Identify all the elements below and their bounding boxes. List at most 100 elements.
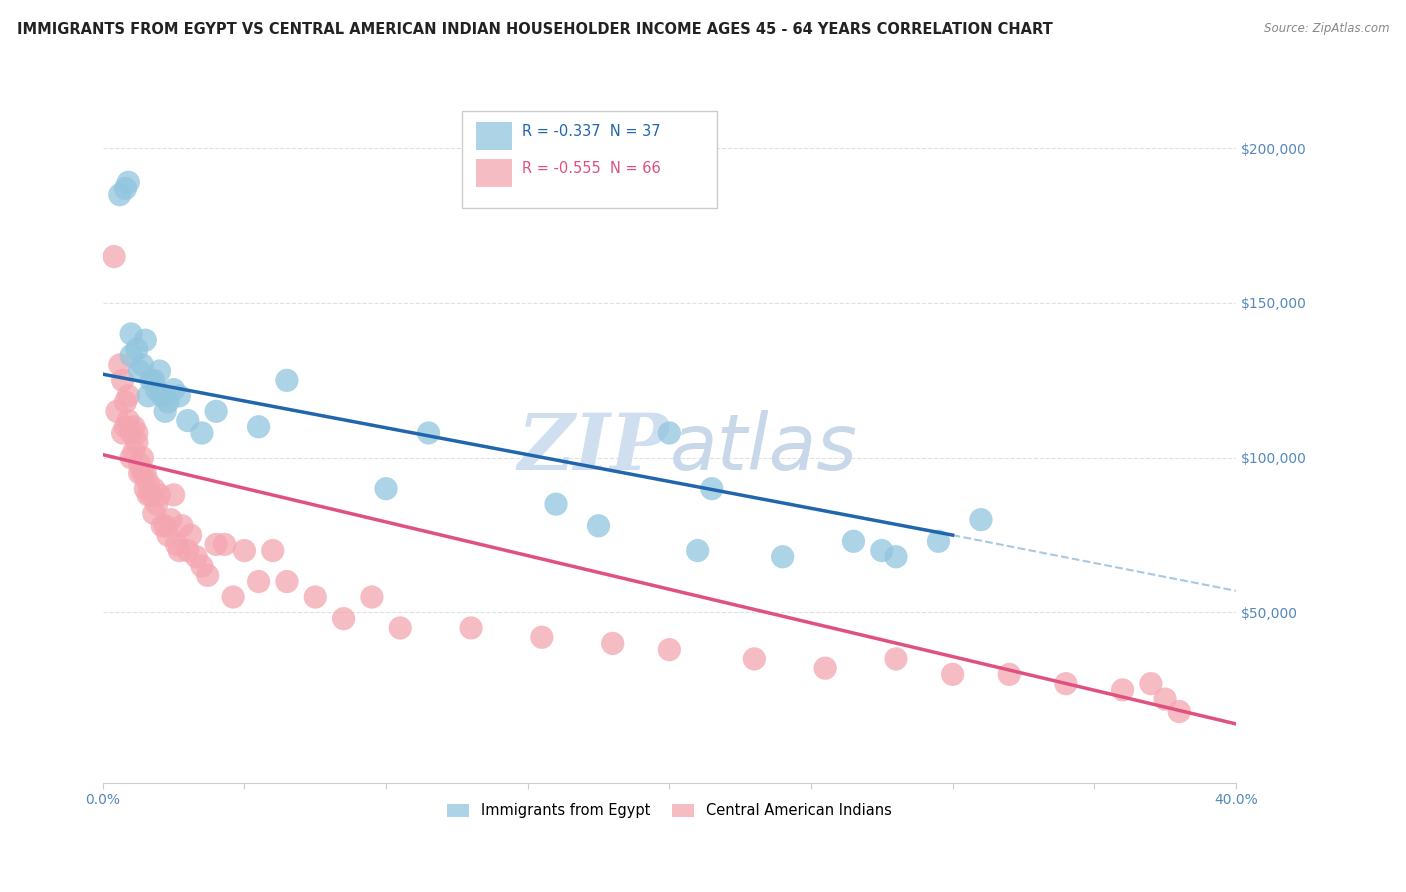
Point — [142, 482, 165, 496]
Point — [842, 534, 865, 549]
Point — [125, 343, 148, 357]
Point — [544, 497, 567, 511]
Text: ZIP: ZIP — [517, 410, 669, 487]
Point — [214, 537, 236, 551]
Point — [165, 537, 187, 551]
Point — [744, 652, 766, 666]
Point — [814, 661, 837, 675]
Point — [117, 389, 139, 403]
Point — [998, 667, 1021, 681]
Point — [108, 187, 131, 202]
Point — [1154, 692, 1177, 706]
Point — [134, 467, 156, 481]
Point — [375, 482, 398, 496]
Legend: Immigrants from Egypt, Central American Indians: Immigrants from Egypt, Central American … — [441, 797, 897, 824]
Point — [120, 425, 142, 440]
Point — [117, 414, 139, 428]
Point — [191, 559, 214, 574]
Point — [460, 621, 482, 635]
Point — [389, 621, 412, 635]
Point — [150, 389, 173, 403]
Point — [145, 497, 167, 511]
Point — [205, 404, 228, 418]
Point — [139, 373, 162, 387]
Point — [276, 373, 298, 387]
Point — [142, 373, 165, 387]
Point — [134, 333, 156, 347]
Point — [169, 543, 191, 558]
Point — [884, 549, 907, 564]
Point — [772, 549, 794, 564]
Point — [162, 383, 184, 397]
Point — [942, 667, 965, 681]
Point — [927, 534, 949, 549]
Point — [108, 358, 131, 372]
Point — [114, 419, 136, 434]
Point — [114, 181, 136, 195]
Point — [125, 425, 148, 440]
Point — [1168, 705, 1191, 719]
Point — [530, 630, 553, 644]
FancyBboxPatch shape — [475, 159, 512, 186]
Point — [148, 364, 170, 378]
Point — [120, 450, 142, 465]
Point — [117, 175, 139, 189]
Point — [120, 326, 142, 341]
Point — [148, 488, 170, 502]
FancyBboxPatch shape — [475, 122, 512, 150]
Point — [134, 482, 156, 496]
Point — [247, 574, 270, 589]
Point — [180, 528, 202, 542]
Point — [602, 636, 624, 650]
Point — [131, 467, 153, 481]
Point — [658, 425, 681, 440]
Point — [145, 383, 167, 397]
Point — [222, 590, 245, 604]
Text: R = -0.555  N = 66: R = -0.555 N = 66 — [522, 161, 661, 176]
Point — [588, 518, 610, 533]
Point — [169, 389, 191, 403]
Point — [142, 507, 165, 521]
Point — [870, 543, 893, 558]
Text: atlas: atlas — [669, 410, 858, 486]
Point — [418, 425, 440, 440]
Point — [131, 358, 153, 372]
Point — [122, 444, 145, 458]
Point — [205, 537, 228, 551]
Point — [128, 364, 150, 378]
Point — [700, 482, 723, 496]
Point — [128, 457, 150, 471]
Point — [162, 488, 184, 502]
Point — [332, 612, 354, 626]
Point — [177, 543, 200, 558]
Point — [159, 513, 181, 527]
Point — [128, 467, 150, 481]
Point — [153, 518, 176, 533]
Point — [120, 349, 142, 363]
Point — [1054, 676, 1077, 690]
Point — [111, 425, 134, 440]
Point — [136, 488, 159, 502]
Text: Source: ZipAtlas.com: Source: ZipAtlas.com — [1264, 22, 1389, 36]
Point — [1111, 682, 1133, 697]
FancyBboxPatch shape — [463, 111, 717, 208]
Point — [197, 568, 219, 582]
Point — [125, 435, 148, 450]
Point — [114, 395, 136, 409]
Point — [150, 518, 173, 533]
Point — [686, 543, 709, 558]
Point — [136, 475, 159, 490]
Point — [105, 404, 128, 418]
Point — [970, 513, 993, 527]
Text: R = -0.337  N = 37: R = -0.337 N = 37 — [522, 124, 661, 139]
Point — [156, 395, 179, 409]
Point — [304, 590, 326, 604]
Point — [247, 419, 270, 434]
Point — [884, 652, 907, 666]
Point — [1140, 676, 1163, 690]
Point — [131, 450, 153, 465]
Point — [111, 373, 134, 387]
Point — [136, 389, 159, 403]
Point — [153, 404, 176, 418]
Point — [122, 419, 145, 434]
